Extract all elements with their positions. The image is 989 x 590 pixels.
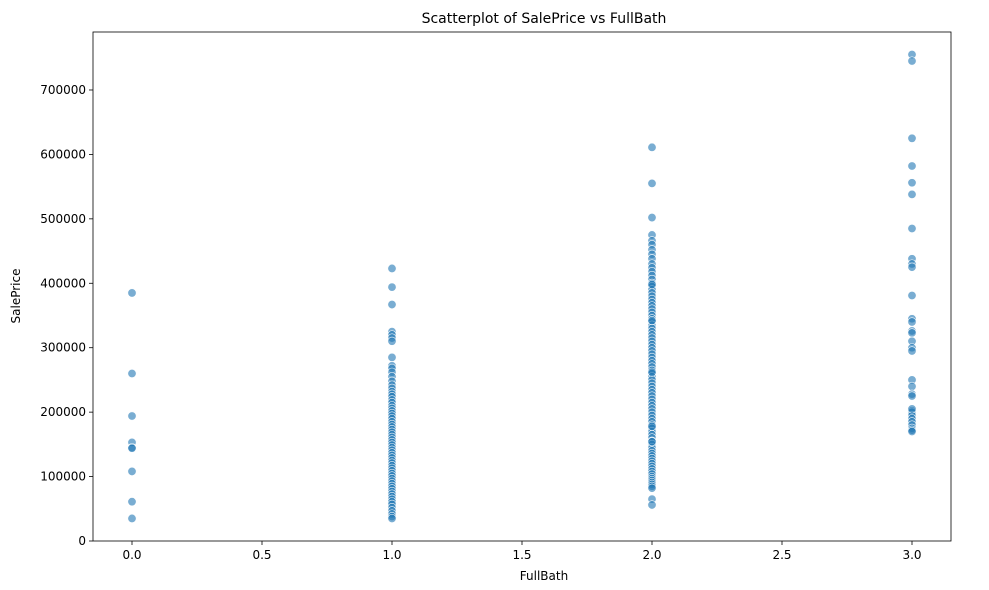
data-point — [127, 466, 137, 476]
data-point — [907, 56, 917, 66]
data-point — [647, 367, 657, 377]
y-tick-label: 100000 — [40, 470, 86, 484]
data-point — [647, 421, 657, 431]
data-point — [127, 513, 137, 523]
data-point — [387, 263, 397, 273]
y-axis-label: SalePrice — [9, 269, 23, 324]
y-tick-label: 300000 — [40, 341, 86, 355]
data-point — [127, 497, 137, 507]
y-tick-label: 200000 — [40, 405, 86, 419]
data-point — [907, 381, 917, 391]
data-point — [907, 189, 917, 199]
data-point — [127, 443, 137, 453]
chart-title: Scatterplot of SalePrice vs FullBath — [422, 11, 667, 27]
x-tick-label: 0.5 — [252, 548, 271, 562]
data-point — [907, 262, 917, 272]
data-point — [907, 317, 917, 327]
data-point — [907, 161, 917, 171]
x-tick-label: 2.5 — [772, 548, 791, 562]
data-point — [907, 391, 917, 401]
x-tick-label: 1.0 — [382, 548, 401, 562]
y-tick-label: 700000 — [40, 83, 86, 97]
data-point — [387, 300, 397, 310]
data-point — [647, 213, 657, 223]
x-tick-label: 2.0 — [642, 548, 661, 562]
data-point — [647, 316, 657, 326]
data-point — [647, 483, 657, 493]
data-points — [127, 50, 917, 523]
data-point — [127, 411, 137, 421]
y-tick-label: 600000 — [40, 147, 86, 161]
y-tick-label: 400000 — [40, 276, 86, 290]
data-point — [127, 288, 137, 298]
data-point — [387, 513, 397, 523]
x-axis-label: FullBath — [520, 569, 568, 583]
data-point — [647, 178, 657, 188]
data-point — [647, 142, 657, 152]
data-point — [907, 404, 917, 414]
data-point — [907, 178, 917, 188]
y-tick-label: 0 — [78, 534, 86, 548]
x-tick-label: 1.5 — [512, 548, 531, 562]
data-point — [907, 224, 917, 234]
x-tick-label: 0.0 — [122, 548, 141, 562]
data-point — [127, 368, 137, 378]
data-point — [907, 291, 917, 301]
x-axis-ticks: 0.0 0.5 1.0 1.5 2.0 2.5 3.0 — [122, 541, 922, 562]
data-point — [647, 437, 657, 447]
data-point — [907, 346, 917, 356]
data-point — [907, 328, 917, 338]
plot-frame — [92, 31, 952, 542]
data-point — [907, 133, 917, 143]
data-point — [647, 280, 657, 290]
x-tick-label: 3.0 — [902, 548, 921, 562]
data-point — [647, 500, 657, 510]
y-tick-label: 500000 — [40, 212, 86, 226]
data-point — [387, 282, 397, 292]
data-point — [907, 426, 917, 436]
data-point — [387, 352, 397, 362]
y-axis-ticks: 0 100000 200000 300000 400000 500000 600000 700… — [40, 83, 93, 548]
data-point — [387, 336, 397, 346]
